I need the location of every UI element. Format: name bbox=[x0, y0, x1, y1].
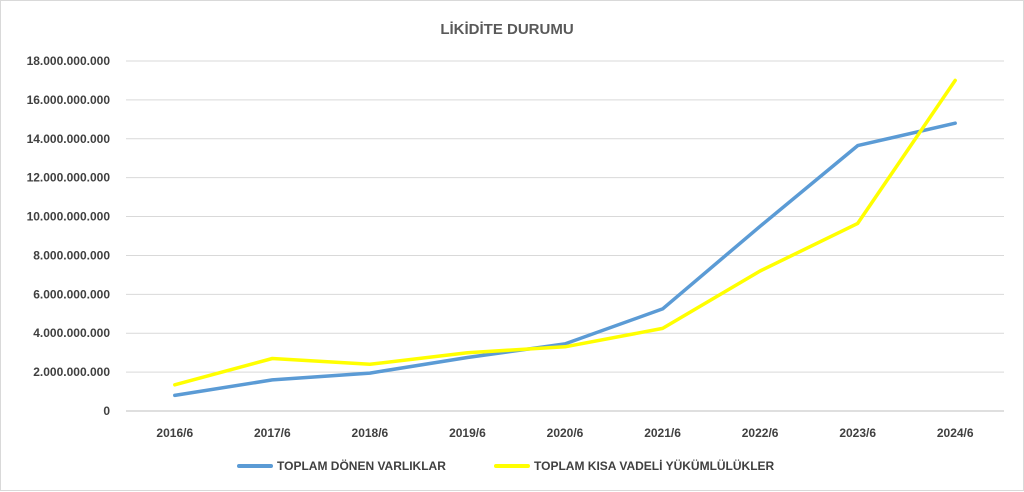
x-tick-label: 2024/6 bbox=[937, 426, 974, 440]
x-tick-label: 2023/6 bbox=[839, 426, 876, 440]
y-tick-label: 16.000.000.000 bbox=[27, 93, 111, 107]
y-tick-label: 10.000.000.000 bbox=[27, 210, 111, 224]
y-tick-label: 0 bbox=[103, 404, 110, 418]
legend: TOPLAM DÖNEN VARLIKLAR TOPLAM KISA VADELİ… bbox=[237, 458, 775, 473]
x-tick-label: 2020/6 bbox=[547, 426, 584, 440]
legend-label: TOPLAM DÖNEN VARLIKLAR bbox=[277, 458, 446, 473]
series-line-1 bbox=[173, 121, 957, 398]
chart-title: LİKİDİTE DURUMU bbox=[440, 21, 573, 38]
x-tick-label: 2021/6 bbox=[644, 426, 681, 440]
x-tick-label: 2016/6 bbox=[156, 426, 193, 440]
y-axis: 0 2.000.000.000 4.000.000.000 6.000.000.000… bbox=[27, 54, 111, 418]
y-tick-label: 8.000.000.000 bbox=[33, 248, 110, 262]
gridlines bbox=[126, 60, 1004, 412]
y-tick-label: 18.000.000.000 bbox=[27, 54, 111, 68]
series-lines bbox=[173, 78, 957, 398]
y-tick-label: 4.000.000.000 bbox=[33, 326, 110, 340]
y-tick-label: 12.000.000.000 bbox=[27, 171, 111, 185]
legend-label: TOPLAM KISA VADELİ YÜKÜMLÜLÜKLER bbox=[534, 458, 775, 473]
y-tick-label: 6.000.000.000 bbox=[33, 287, 110, 301]
x-axis: 2016/6 2017/6 2018/6 2019/6 2020/6 2021/6 2022… bbox=[156, 426, 973, 440]
x-tick-label: 2019/6 bbox=[449, 426, 486, 440]
x-tick-label: 2017/6 bbox=[254, 426, 291, 440]
y-tick-label: 2.000.000.000 bbox=[33, 365, 110, 379]
x-tick-label: 2022/6 bbox=[742, 426, 779, 440]
y-tick-label: 14.000.000.000 bbox=[27, 132, 111, 146]
series-line-2 bbox=[173, 78, 957, 387]
x-tick-label: 2018/6 bbox=[352, 426, 389, 440]
